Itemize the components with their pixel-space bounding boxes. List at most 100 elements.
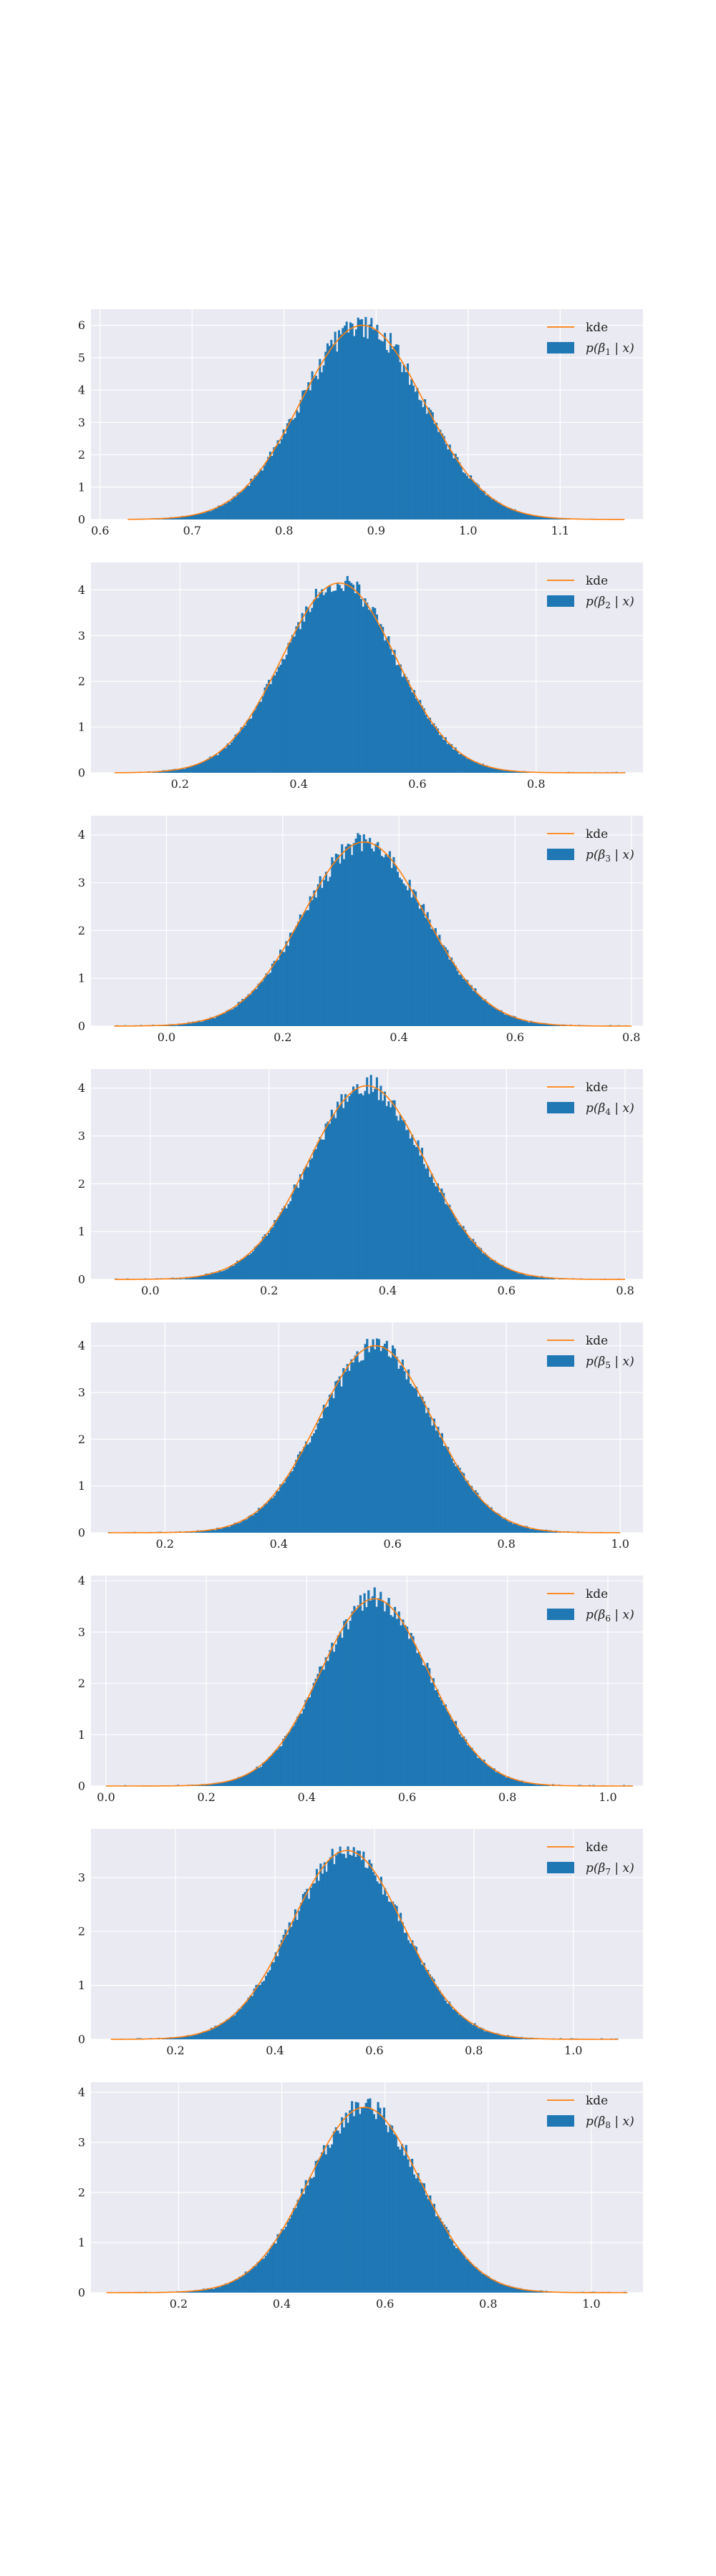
histogram-bar bbox=[439, 1437, 442, 1533]
histogram-bar bbox=[502, 505, 505, 519]
histogram-bar bbox=[296, 1716, 299, 1786]
histogram-bar bbox=[492, 1007, 495, 1026]
histogram-bar bbox=[311, 1435, 314, 1533]
histogram-bar bbox=[535, 1530, 538, 1533]
histogram-bar bbox=[452, 962, 455, 1026]
histogram-bar bbox=[352, 1847, 355, 2039]
histogram-bar bbox=[274, 446, 277, 519]
histogram-bar bbox=[301, 390, 304, 519]
histogram-bar bbox=[322, 2145, 326, 2293]
histogram-bar bbox=[298, 1714, 301, 1786]
histogram-bar bbox=[358, 1093, 361, 1279]
histogram-bar bbox=[385, 638, 388, 773]
histogram-bar bbox=[480, 997, 483, 1026]
histogram-bar bbox=[491, 2032, 494, 2039]
histogram-bar bbox=[344, 1093, 347, 1279]
histogram-bar bbox=[504, 507, 507, 519]
histogram-bar bbox=[350, 582, 353, 773]
histogram-bar bbox=[478, 1246, 480, 1279]
histogram-bar bbox=[485, 495, 488, 519]
histogram-bar bbox=[472, 760, 475, 773]
histogram-bar bbox=[414, 891, 417, 1026]
histogram-bar bbox=[332, 1398, 335, 1533]
histogram-bar bbox=[371, 2109, 374, 2293]
y-tick-label: 0 bbox=[78, 1526, 85, 1540]
histogram-bar bbox=[432, 1183, 435, 1279]
histogram-bar bbox=[244, 487, 247, 519]
histogram-bar bbox=[483, 490, 485, 519]
histogram-bar bbox=[490, 1005, 493, 1026]
histogram-bar bbox=[337, 1101, 339, 1279]
histogram-bar bbox=[183, 516, 185, 519]
histogram-bar bbox=[400, 1913, 402, 2039]
y-tick-label: 3 bbox=[78, 1870, 85, 1884]
histogram-bar bbox=[458, 975, 461, 1026]
kde-line bbox=[115, 1085, 626, 1280]
histogram-bar bbox=[441, 433, 444, 519]
histogram-bar bbox=[359, 319, 362, 519]
histogram-bar bbox=[462, 2017, 465, 2039]
histogram-bar bbox=[383, 1091, 386, 1279]
histogram-bar bbox=[400, 879, 403, 1026]
histogram-bar bbox=[323, 879, 326, 1026]
histogram-bar bbox=[237, 2009, 240, 2039]
histogram-bar bbox=[436, 1689, 439, 1786]
histogram-bar bbox=[527, 514, 530, 519]
histogram-bar bbox=[487, 2275, 490, 2293]
histogram-bar bbox=[334, 854, 337, 1026]
histogram-bar bbox=[208, 1529, 211, 1533]
histogram-bar bbox=[437, 1426, 440, 1533]
histogram-bar bbox=[266, 1235, 268, 1279]
histogram-bar bbox=[509, 1777, 512, 1786]
histogram-bar bbox=[429, 2195, 432, 2293]
y-tick-label: 1 bbox=[78, 1979, 85, 1992]
histogram-bar bbox=[287, 1204, 290, 1279]
y-tick-label: 1 bbox=[78, 1479, 85, 1493]
histogram-bar bbox=[267, 974, 270, 1026]
legend-hist-swatch bbox=[547, 1862, 574, 1873]
histogram-bar bbox=[450, 957, 453, 1026]
x-tick-label: 0.4 bbox=[270, 1537, 288, 1551]
histogram-bar bbox=[258, 2261, 261, 2293]
legend-hist-label: p(β7 | x) bbox=[586, 1861, 634, 1877]
histogram-bar bbox=[482, 1000, 485, 1026]
histogram-bar bbox=[281, 2229, 284, 2293]
histogram-bar bbox=[234, 734, 237, 773]
histogram-bar bbox=[340, 588, 343, 773]
histogram-bar bbox=[329, 1123, 332, 1279]
histogram-bar bbox=[253, 1513, 256, 1533]
histogram-bar bbox=[243, 998, 246, 1026]
histogram-bar bbox=[495, 1513, 498, 1533]
histogram-bar bbox=[303, 390, 306, 519]
histogram-bar bbox=[271, 1227, 274, 1279]
histogram-bar bbox=[510, 508, 513, 519]
histogram-bar bbox=[332, 1114, 335, 1279]
histogram-bar bbox=[470, 1485, 473, 1533]
histogram-bar bbox=[311, 1883, 314, 2039]
histogram-bar bbox=[372, 1872, 374, 2039]
histogram-bar bbox=[386, 1896, 389, 2039]
histogram-bar bbox=[527, 2290, 530, 2293]
histogram-bar bbox=[226, 1269, 229, 1279]
histogram-bar bbox=[312, 2177, 316, 2293]
histogram-bar bbox=[255, 989, 258, 1026]
histogram-bar bbox=[268, 680, 271, 773]
histogram-bar bbox=[265, 1503, 268, 1533]
histogram-bar bbox=[177, 769, 180, 773]
x-tick-label: 0.8 bbox=[622, 1030, 640, 1044]
histogram-bar bbox=[400, 1625, 402, 1786]
histogram-bar bbox=[471, 2264, 474, 2293]
histogram-bar bbox=[344, 847, 347, 1026]
histogram-bar bbox=[439, 429, 442, 519]
histogram-bar bbox=[487, 2031, 490, 2039]
histogram-bar bbox=[269, 1227, 272, 1279]
x-tick-label: 0.2 bbox=[171, 777, 189, 791]
kde-line bbox=[127, 324, 625, 520]
histogram-bar bbox=[346, 1101, 349, 1279]
histogram-bar bbox=[354, 838, 357, 1026]
histogram-bar bbox=[483, 2273, 485, 2293]
histogram-bar bbox=[339, 334, 342, 519]
histogram-bar bbox=[442, 1193, 445, 1279]
